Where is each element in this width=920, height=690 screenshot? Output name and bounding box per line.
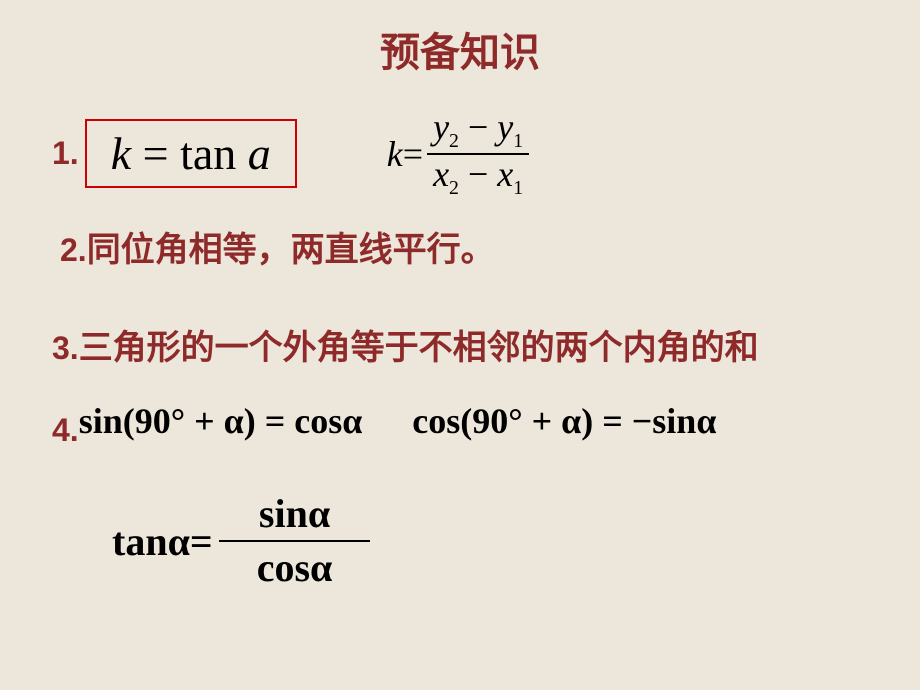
fraction-tan-den: cosα: [217, 542, 373, 592]
var-a: a: [236, 128, 271, 179]
fraction-numerator: y2 − y1: [427, 108, 529, 155]
sub-2: 2: [449, 130, 459, 152]
item-2-text: 同位角相等，两直线平行。: [87, 231, 495, 269]
fraction-tan-num: sinα: [219, 490, 370, 542]
page-title: 预备知识: [0, 20, 920, 78]
var-x1: x: [497, 154, 513, 194]
var-k-2: k: [387, 133, 403, 175]
item-3-text: 三角形的一个外角等于不相邻的两个内角的和: [79, 329, 759, 367]
item-2-number: 2.: [60, 232, 87, 268]
sub-1: 1: [513, 130, 523, 152]
item-4-number: 4.: [52, 412, 79, 449]
sub-2b: 2: [449, 177, 459, 199]
fraction: y2 − y1 x2 − x1: [427, 108, 529, 200]
item-1-row: 1. k = tan a k = y2 − y1 x2 − x1: [52, 108, 533, 200]
item-4-row: 4. sin(90° + α) = cosα cos(90° + α) = −s…: [52, 400, 716, 449]
tan-function: tan: [180, 128, 236, 179]
var-y1: y: [497, 107, 513, 147]
slope-formula: k = y2 − y1 x2 − x1: [387, 108, 533, 200]
var-x2: x: [433, 154, 449, 194]
item-1-number: 1.: [52, 135, 79, 172]
var-k: k: [111, 128, 131, 179]
fraction-tan: sinα cosα: [217, 490, 373, 592]
fraction-denominator: x2 − x1: [427, 155, 529, 200]
var-y2: y: [433, 107, 449, 147]
item-3-number: 3.: [52, 330, 79, 366]
tan-alpha-lhs: tanα: [112, 518, 190, 565]
equation-tan-identity: tanα = sinα cosα: [112, 490, 376, 592]
item-3-row: 3.三角形的一个外角等于不相邻的两个内角的和: [52, 320, 759, 369]
slide: 预备知识 1. k = tan a k = y2 − y1 x2 − x1 2.…: [0, 0, 920, 690]
boxed-formula-k-tan-a: k = tan a: [85, 119, 297, 188]
equals-sign-2: =: [403, 133, 423, 175]
minus-1: −: [459, 107, 497, 147]
minus-2: −: [459, 154, 497, 194]
equation-cos-identity: cos(90° + α) = −sinα: [412, 400, 716, 442]
equation-sin-identity: sin(90° + α) = cosα: [79, 400, 363, 442]
item-2-row: 2.同位角相等，两直线平行。: [60, 222, 495, 271]
sub-1b: 1: [513, 177, 523, 199]
equals-sign-3: =: [190, 518, 213, 565]
equals-sign: =: [131, 128, 180, 179]
